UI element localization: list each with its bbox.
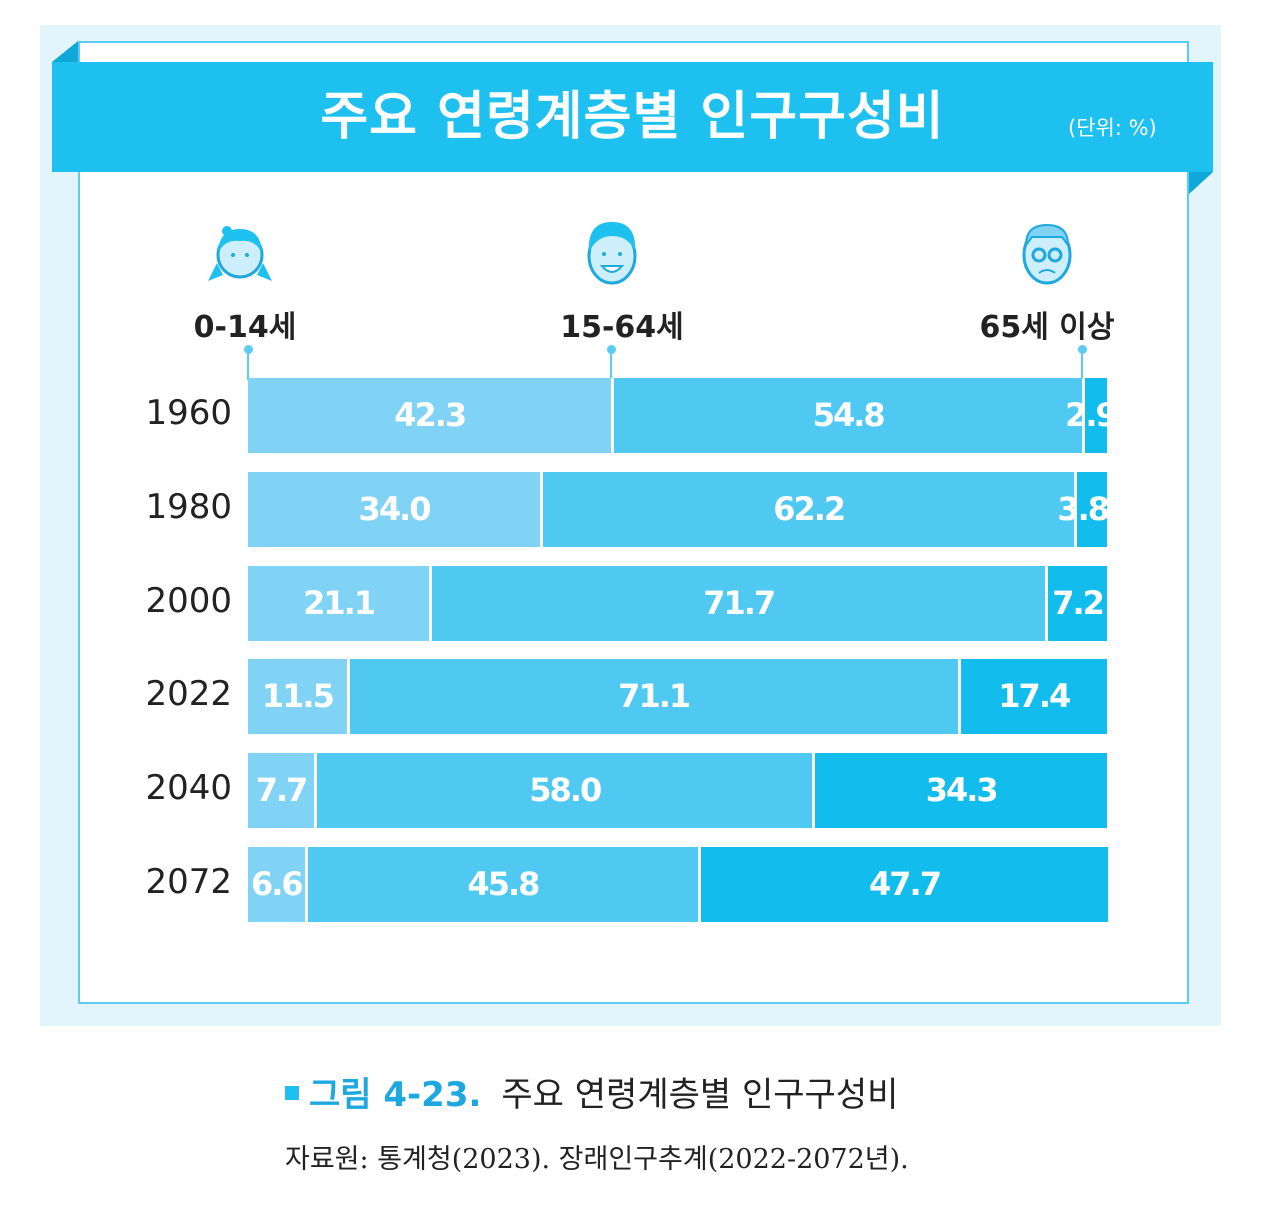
legend-pointer-dot xyxy=(243,345,253,354)
figure-number: 그림 4-23. xyxy=(309,1075,482,1115)
caption-text: 주요 연령계층별 인구구성비 xyxy=(501,1075,899,1115)
senior-face-icon xyxy=(1022,223,1072,285)
bar-segment-0-14: 6.6 xyxy=(248,847,305,922)
bar-segment-65-plus: 47.7 xyxy=(698,847,1108,922)
legend-pointer-line xyxy=(610,350,613,380)
bar-segment-65-plus: 34.3 xyxy=(812,753,1107,829)
bar-segment-15-64: 71.1 xyxy=(346,659,958,735)
chart-title: 주요 연령계층별 인구구성비 xyxy=(320,87,945,147)
year-label: 1980 xyxy=(145,486,232,527)
legend-label-15-64: 15-64세 xyxy=(560,310,684,345)
bar-segment-15-64: 54.8 xyxy=(611,378,1083,453)
bar-segment-15-64: 62.2 xyxy=(540,471,1075,547)
bar-segment-15-64: 71.7 xyxy=(429,565,1046,641)
legend-pointer-dot xyxy=(606,345,616,354)
legend-pointer-line xyxy=(247,350,249,380)
adult-face-icon xyxy=(587,222,637,285)
bar-segment-15-64: 45.8 xyxy=(304,847,699,922)
title-ribbon xyxy=(52,62,1213,172)
year-label: 1960 xyxy=(145,393,232,433)
child-face-icon xyxy=(208,226,272,281)
year-label: 2000 xyxy=(145,580,232,621)
bar-segment-65-plus: 3.8 xyxy=(1057,471,1110,547)
bar-segment-65-plus: 17.4 xyxy=(957,659,1107,735)
year-label: 2040 xyxy=(145,768,232,809)
bar-segment-65-plus: 7.2 xyxy=(1045,565,1107,641)
source-note: 자료원: 통계청(2023). 장래인구추계(2022-2072년). xyxy=(285,1144,909,1175)
bar-segment-0-14: 7.7 xyxy=(248,753,315,829)
legend-label-65-plus: 65세 이상 xyxy=(979,310,1115,345)
legend-pointer-line xyxy=(1081,350,1084,380)
bar-segment-0-14: 21.1 xyxy=(248,565,430,641)
year-label: 2072 xyxy=(145,862,232,902)
legend-pointer-dot xyxy=(1077,345,1087,354)
caption-bullet-icon xyxy=(285,1086,299,1100)
year-label: 2022 xyxy=(145,674,232,715)
bar-segment-0-14: 34.0 xyxy=(248,471,541,547)
bar-segment-0-14: 11.5 xyxy=(248,659,347,735)
legend-label-0-14: 0-14세 xyxy=(193,310,297,345)
bar-segment-0-14: 42.3 xyxy=(248,378,612,453)
figure-caption: 그림 4-23. 주요 연령계층별 인구구성비 xyxy=(285,1067,898,1116)
unit-label: (단위: %) xyxy=(1068,116,1157,140)
ribbon-fold-right xyxy=(1189,172,1213,194)
bar-segment-65-plus: 2.9 xyxy=(1065,378,1118,453)
ribbon-fold-left xyxy=(52,41,78,62)
bar-segment-15-64: 58.0 xyxy=(314,753,813,829)
